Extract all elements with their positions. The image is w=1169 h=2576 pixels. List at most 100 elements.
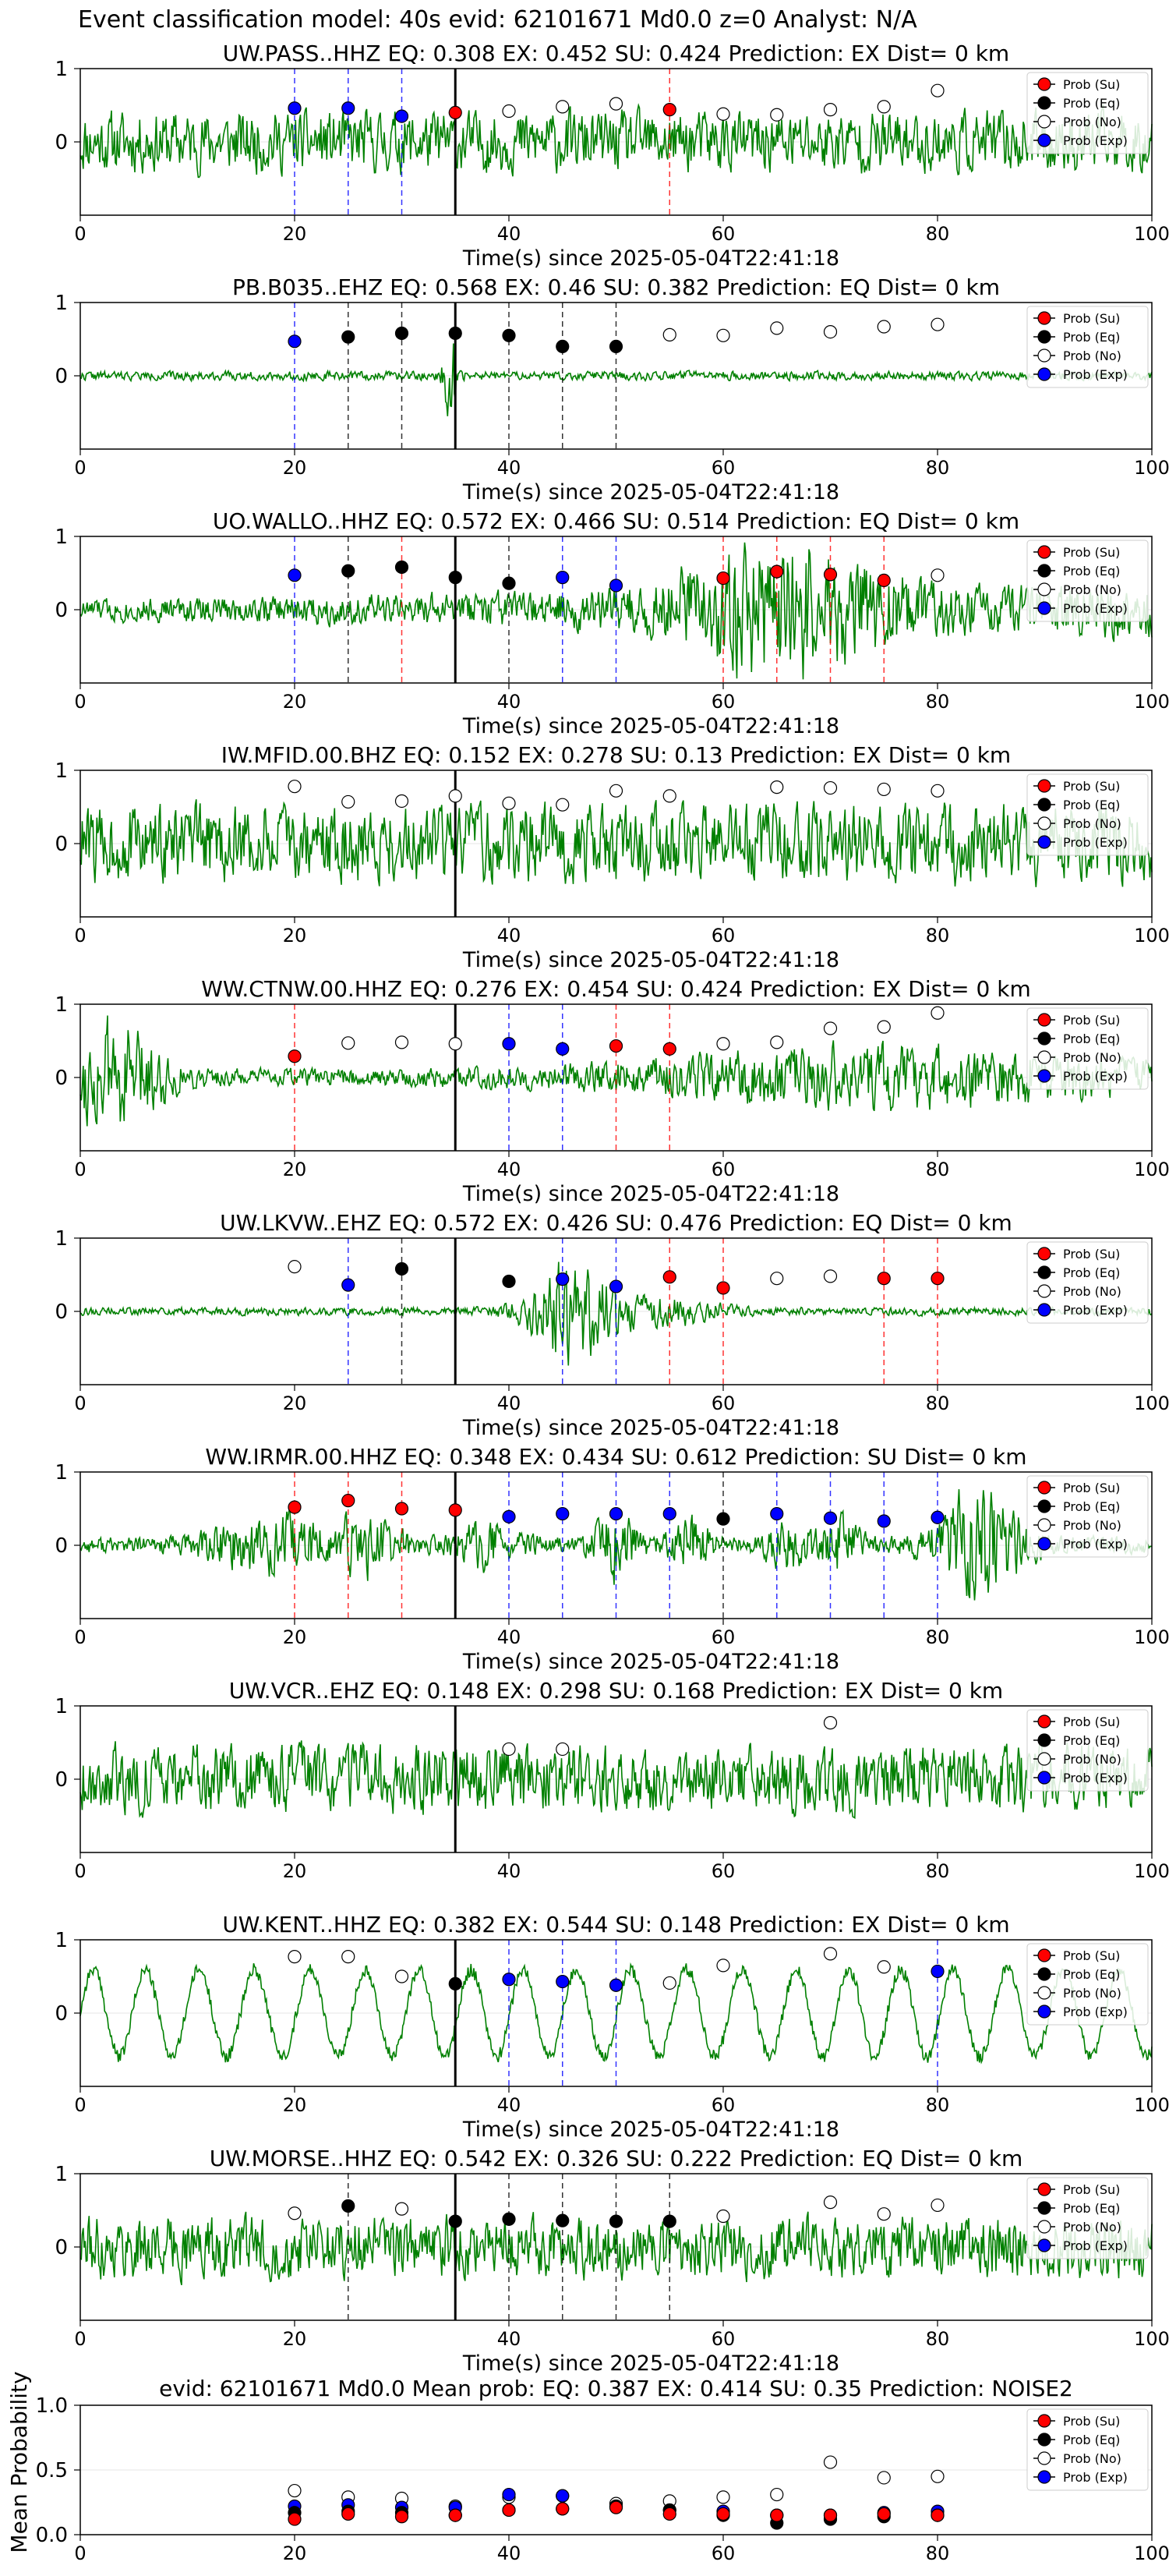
legend-marker-eq	[1037, 1265, 1051, 1279]
x-tick-label: 40	[497, 1159, 521, 1180]
prob-point-no	[394, 2202, 409, 2216]
mean-point-no	[288, 2483, 302, 2498]
x-tick-label: 0	[74, 2328, 86, 2350]
axes-frame	[79, 2404, 1153, 2535]
prob-point-exp	[556, 1272, 570, 1286]
prob-point-no	[448, 1037, 462, 1051]
legend-marker-eq	[1037, 1031, 1051, 1046]
prob-point-no	[448, 789, 462, 803]
legend-marker-exp	[1037, 2238, 1051, 2252]
y-tick-label: 0	[55, 131, 68, 154]
x-tick-label: 40	[497, 2328, 521, 2350]
prob-point-no	[770, 1035, 784, 1049]
legend-label-exp: Prob (Exp)	[1063, 601, 1128, 616]
prob-point-exp	[341, 101, 355, 115]
prob-point-no	[662, 327, 676, 341]
prob-point-no	[877, 100, 891, 114]
prob-point-exp	[556, 571, 570, 585]
legend-marker-exp	[1037, 367, 1051, 381]
x-tick-label: 60	[712, 2542, 736, 2564]
prob-point-su	[448, 1503, 462, 1517]
mean-point-su	[288, 2512, 302, 2526]
prob-point-eq	[448, 571, 462, 585]
legend-label-su: Prob (Su)	[1063, 1013, 1120, 1028]
station-panel: IW.MFID.00.BHZ EQ: 0.152 EX: 0.278 SU: 0…	[55, 742, 1169, 972]
legend-marker-no	[1037, 582, 1051, 596]
legend-label-no: Prob (No)	[1063, 349, 1121, 363]
legend-label-eq: Prob (Eq)	[1063, 564, 1120, 579]
x-tick-label: 0	[74, 1392, 86, 1414]
y-tick-label: 0	[55, 1534, 68, 1558]
prob-point-no	[770, 108, 784, 122]
prob-point-no	[716, 2209, 730, 2224]
x-tick-label: 0	[74, 1860, 86, 1882]
station-panel: UW.KENT..HHZ EQ: 0.382 EX: 0.544 SU: 0.1…	[55, 1912, 1169, 2142]
prob-point-eq	[502, 1274, 516, 1289]
prob-point-no	[716, 328, 730, 342]
panel-title: WW.IRMR.00.HHZ EQ: 0.348 EX: 0.434 SU: 0…	[205, 1444, 1026, 1470]
legend-label-exp: Prob (Exp)	[1063, 2005, 1128, 2019]
x-tick-label: 0	[74, 691, 86, 713]
legend-marker-su	[1037, 545, 1051, 559]
prob-point-no	[823, 1716, 838, 1730]
prob-point-no	[931, 784, 945, 798]
prob-point-no	[394, 794, 409, 809]
station-panel: UW.PASS..HHZ EQ: 0.308 EX: 0.452 SU: 0.4…	[55, 41, 1169, 271]
prob-point-no	[288, 1950, 302, 1964]
legend-label-eq: Prob (Eq)	[1063, 1967, 1120, 1982]
x-tick-label: 0	[74, 2542, 86, 2564]
x-tick-label: 0	[74, 2094, 86, 2116]
prob-point-no	[394, 1035, 409, 1049]
y-tick-label: 0	[55, 1067, 68, 1090]
legend-marker-eq	[1037, 564, 1051, 578]
legend-frame	[1026, 540, 1149, 622]
prob-point-no	[288, 1260, 302, 1274]
legend-label-no: Prob (No)	[1063, 582, 1121, 597]
x-tick-label: 80	[926, 2094, 950, 2116]
y-tick-label: 1	[55, 993, 68, 1017]
mean-point-su	[609, 2500, 623, 2514]
legend-label-no: Prob (No)	[1063, 816, 1121, 831]
prob-point-su	[662, 1042, 676, 1056]
station-panel: UW.VCR..EHZ EQ: 0.148 EX: 0.298 SU: 0.16…	[55, 1678, 1169, 1882]
x-tick-label: 40	[497, 223, 521, 245]
prob-point-su	[931, 1272, 945, 1286]
legend-marker-eq	[1037, 2201, 1051, 2215]
axes-frame	[79, 1471, 1153, 1619]
prob-point-eq	[448, 326, 462, 341]
prob-point-exp	[502, 1973, 516, 1987]
panel-title: UW.VCR..EHZ EQ: 0.148 EX: 0.298 SU: 0.16…	[229, 1678, 1003, 1704]
prob-point-no	[931, 317, 945, 331]
y-tick-label: 1	[55, 759, 68, 783]
legend: Prob (Su) Prob (Eq) Prob (No) Prob (Exp)	[1026, 2408, 1149, 2491]
prob-point-no	[877, 2207, 891, 2221]
legend-label-su: Prob (Su)	[1063, 311, 1120, 326]
legend-frame	[1026, 2408, 1149, 2491]
mean-point-su	[931, 2508, 945, 2522]
station-panel: WW.IRMR.00.HHZ EQ: 0.348 EX: 0.434 SU: 0…	[55, 1444, 1169, 1674]
x-tick-label: 40	[497, 457, 521, 479]
y-tick-label: 0	[55, 365, 68, 388]
prob-point-no	[502, 796, 516, 810]
mean-point-no	[770, 2487, 784, 2502]
prob-point-no	[288, 780, 302, 794]
x-tick-label: 100	[1134, 691, 1169, 713]
legend-marker-exp	[1037, 835, 1051, 849]
prob-point-exp	[662, 1506, 676, 1521]
prob-point-no	[931, 83, 945, 97]
prob-point-eq	[394, 1261, 409, 1276]
prob-point-no	[609, 97, 623, 111]
legend-frame	[1026, 1475, 1149, 1558]
y-tick-label: 1	[55, 1227, 68, 1251]
legend-marker-no	[1037, 1050, 1051, 1064]
legend-marker-su	[1037, 779, 1051, 793]
legend-marker-su	[1037, 2414, 1051, 2428]
axes-frame	[79, 1237, 1153, 1385]
prob-point-su	[877, 573, 891, 588]
legend-label-su: Prob (Su)	[1063, 2414, 1120, 2429]
prob-point-no	[288, 2206, 302, 2220]
legend-label-exp: Prob (Exp)	[1063, 835, 1128, 850]
legend-marker-exp	[1037, 1771, 1051, 1785]
legend-label-exp: Prob (Exp)	[1063, 1771, 1128, 1785]
legend-label-eq: Prob (Eq)	[1063, 2201, 1120, 2216]
